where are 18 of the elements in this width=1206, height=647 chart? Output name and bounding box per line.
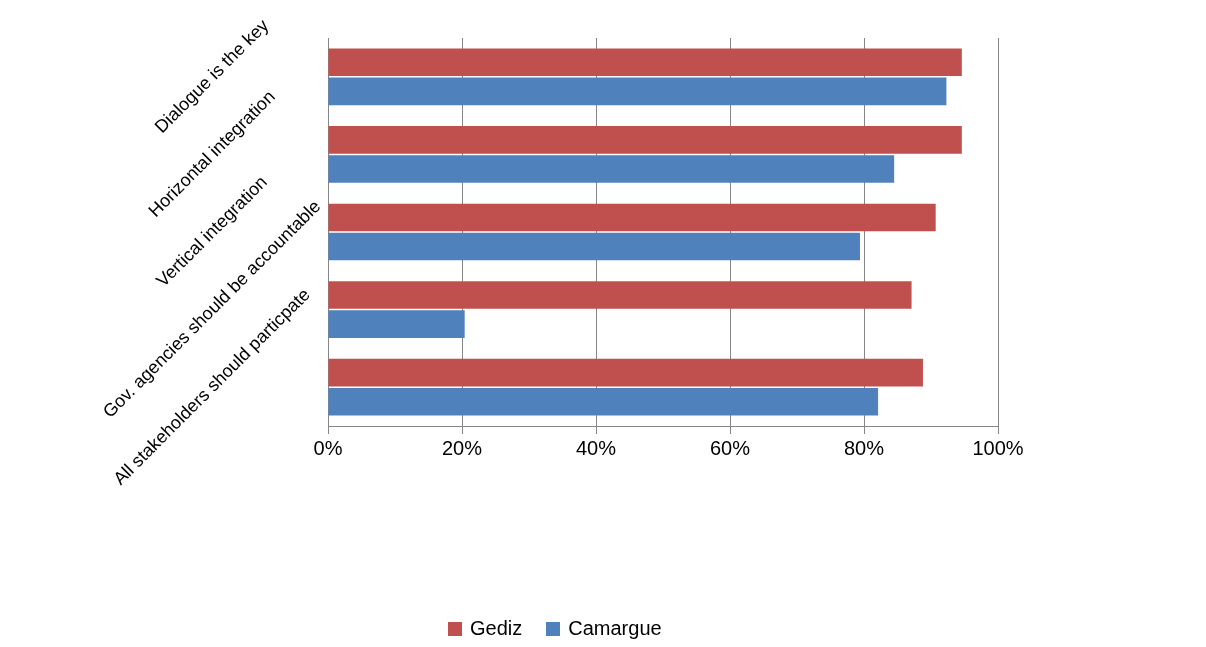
x-tick-label: 0% <box>313 436 343 459</box>
bar <box>328 281 912 309</box>
bar <box>328 48 962 77</box>
bar <box>328 310 465 338</box>
x-tick-label: 100% <box>972 436 1024 459</box>
legend-label: Camargue <box>568 617 662 640</box>
bar <box>328 203 936 232</box>
bar <box>328 358 923 387</box>
bar <box>328 155 895 183</box>
legend-label: Gediz <box>470 617 523 640</box>
x-tick-label: 40% <box>575 436 617 459</box>
x-tick-label: 60% <box>709 436 751 459</box>
x-tick-label: 80% <box>843 436 885 459</box>
x-tick-label: 20% <box>441 436 483 459</box>
bar <box>328 232 860 261</box>
bar <box>328 126 962 154</box>
bar <box>328 387 879 416</box>
bar <box>328 77 947 106</box>
